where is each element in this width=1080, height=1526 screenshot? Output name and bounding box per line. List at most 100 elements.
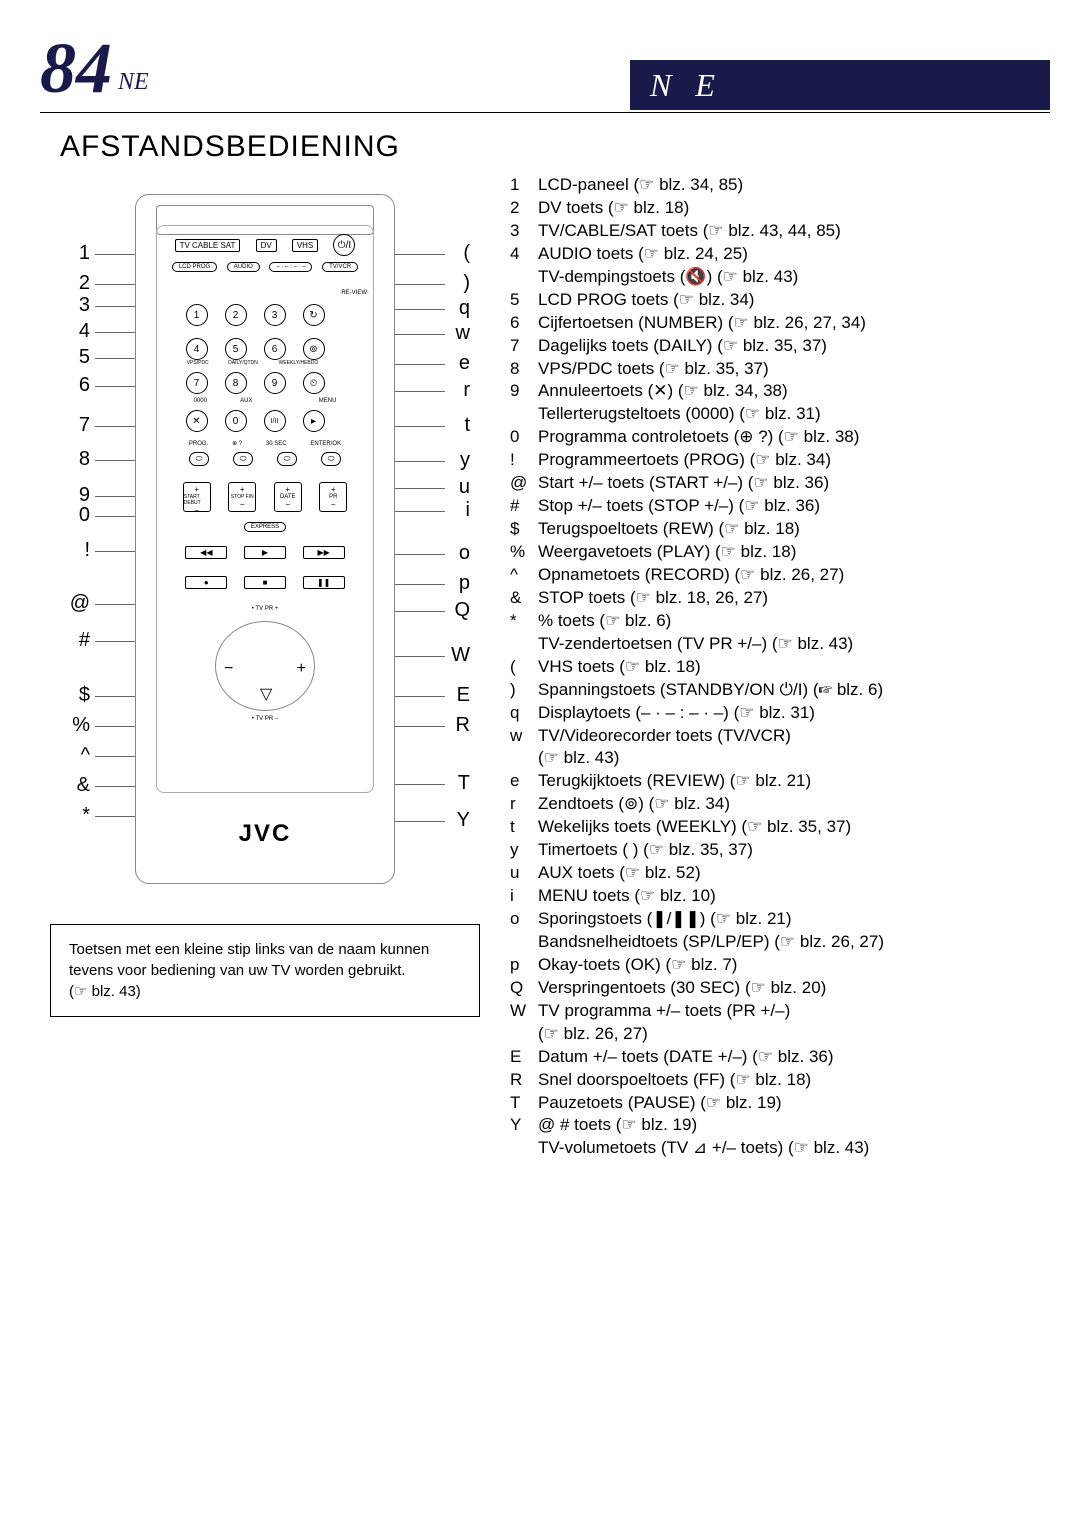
ref-key: 8 bbox=[510, 358, 538, 381]
menu-label: MENU bbox=[319, 398, 337, 404]
ref-item: 2DV toets (☞ blz. 18) bbox=[510, 197, 1050, 220]
callout-right: Q bbox=[454, 599, 470, 622]
ref-key: ( bbox=[510, 656, 538, 679]
ref-text: VPS/PDC toets (☞ blz. 35, 37) bbox=[538, 358, 769, 381]
ref-key: y bbox=[510, 839, 538, 862]
prog-button: ⬭ bbox=[189, 452, 210, 466]
ref-key: Q bbox=[510, 977, 538, 1000]
reference-column: 1LCD-paneel (☞ blz. 34, 85)2DV toets (☞ … bbox=[490, 174, 1050, 1160]
nav-down: ▽ bbox=[260, 684, 272, 704]
ref-text: Verspringentoets (30 SEC) (☞ blz. 20) bbox=[538, 977, 826, 1000]
pause-button: ❚❚ bbox=[303, 576, 345, 589]
ref-text: Terugspoeltoets (REW) (☞ blz. 18) bbox=[538, 518, 800, 541]
ref-key: i bbox=[510, 885, 538, 908]
ref-text: Programmeertoets (PROG) (☞ blz. 34) bbox=[538, 449, 831, 472]
note-line-1: Toetsen met een kleine stip links van de… bbox=[69, 939, 461, 960]
ref-item: !Programmeertoets (PROG) (☞ blz. 34) bbox=[510, 449, 1050, 472]
note-box: Toetsen met een kleine stip links van de… bbox=[50, 924, 480, 1017]
zoom-minus: − bbox=[224, 660, 233, 678]
header-band-text: N E bbox=[650, 67, 723, 104]
reference-list: 1LCD-paneel (☞ blz. 34, 85)2DV toets (☞ … bbox=[510, 174, 1050, 1160]
display-button: – · – : – · – bbox=[269, 262, 312, 272]
weekly-label: WEEKLY/HEBDO bbox=[279, 360, 319, 366]
ref-key: 1 bbox=[510, 174, 538, 197]
thirtysec-button: ⬭ bbox=[277, 452, 298, 466]
ref-item: ^Opnametoets (RECORD) (☞ blz. 26, 27) bbox=[510, 564, 1050, 587]
ref-key: 6 bbox=[510, 312, 538, 335]
send-button: ⊚ bbox=[303, 338, 325, 360]
ff-button: ▶▶ bbox=[303, 546, 345, 559]
ref-key: u bbox=[510, 862, 538, 885]
express-label: EXPRESS bbox=[244, 522, 286, 532]
dv-button: DV bbox=[256, 239, 277, 252]
prog-label: PROG. bbox=[189, 441, 208, 447]
ref-text: TV/Videorecorder toets (TV/VCR) bbox=[538, 725, 791, 748]
callout-right: u bbox=[459, 476, 470, 499]
callout-left: ^ bbox=[60, 744, 90, 767]
ref-text: Stop +/– toets (STOP +/–) (☞ blz. 36) bbox=[538, 495, 820, 518]
ref-key: ! bbox=[510, 449, 538, 472]
ref-subtext: (☞ blz. 43) bbox=[510, 747, 1050, 770]
tvpr-plus-label: • TV PR + bbox=[252, 606, 279, 612]
ref-subtext: TV-zendertoetsen (TV PR +/–) (☞ blz. 43) bbox=[510, 633, 1050, 656]
callout-left: * bbox=[60, 804, 90, 827]
ref-key: p bbox=[510, 954, 538, 977]
ref-item: 1LCD-paneel (☞ blz. 34, 85) bbox=[510, 174, 1050, 197]
ref-text: Weergavetoets (PLAY) (☞ blz. 18) bbox=[538, 541, 796, 564]
ref-text: AUX toets (☞ blz. 52) bbox=[538, 862, 701, 885]
ref-key: t bbox=[510, 816, 538, 839]
note-line-2: tevens voor bediening van uw TV worden g… bbox=[69, 960, 461, 981]
pr-rocker: +PR− bbox=[319, 482, 347, 512]
rew-button: ◀◀ bbox=[185, 546, 227, 559]
ref-key: o bbox=[510, 908, 538, 931]
ref-item: WTV programma +/– toets (PR +/–) bbox=[510, 1000, 1050, 1023]
ref-item: QVerspringentoets (30 SEC) (☞ blz. 20) bbox=[510, 977, 1050, 1000]
callout-left: ! bbox=[60, 539, 90, 562]
ref-item: pOkay-toets (OK) (☞ blz. 7) bbox=[510, 954, 1050, 977]
callout-right: Y bbox=[457, 809, 470, 832]
num-5: 5 bbox=[225, 338, 247, 360]
ref-item: $Terugspoeltoets (REW) (☞ blz. 18) bbox=[510, 518, 1050, 541]
play-button: ▶ bbox=[244, 546, 286, 559]
callout-right: q bbox=[459, 297, 470, 320]
ref-key: ^ bbox=[510, 564, 538, 587]
callout-left: # bbox=[60, 629, 90, 652]
ref-key: 9 bbox=[510, 380, 538, 403]
ref-item: RSnel doorspoeltoets (FF) (☞ blz. 18) bbox=[510, 1069, 1050, 1092]
ref-text: Sporingstoets (❚/❚❚) (☞ blz. 21) bbox=[538, 908, 792, 931]
ref-key: @ bbox=[510, 472, 538, 495]
ref-text: Wekelijks toets (WEEKLY) (☞ blz. 35, 37) bbox=[538, 816, 851, 839]
ref-text: Dagelijks toets (DAILY) (☞ blz. 35, 37) bbox=[538, 335, 827, 358]
ref-key: E bbox=[510, 1046, 538, 1069]
num-0: 0 bbox=[225, 410, 247, 432]
callout-right: R bbox=[456, 714, 470, 737]
ref-text: TV programma +/– toets (PR +/–) bbox=[538, 1000, 790, 1023]
ref-key: 2 bbox=[510, 197, 538, 220]
callout-right: o bbox=[459, 542, 470, 565]
num-9: 9 bbox=[264, 372, 286, 394]
tvpr-minus-label: • TV PR – bbox=[252, 716, 278, 722]
page-number: 84 bbox=[40, 27, 112, 110]
ref-subtext: TV-volumetoets (TV ⊿ +/– toets) (☞ blz. … bbox=[510, 1137, 1050, 1160]
ref-item: 3TV/CABLE/SAT toets (☞ blz. 43, 44, 85) bbox=[510, 220, 1050, 243]
callout-left: 8 bbox=[60, 448, 90, 471]
callout-left: & bbox=[60, 774, 90, 797]
ref-item: 8VPS/PDC toets (☞ blz. 35, 37) bbox=[510, 358, 1050, 381]
ref-item: tWekelijks toets (WEEKLY) (☞ blz. 35, 37… bbox=[510, 816, 1050, 839]
ref-item: *% toets (☞ blz. 6) bbox=[510, 610, 1050, 633]
ref-key: q bbox=[510, 702, 538, 725]
callout-left: 2 bbox=[60, 272, 90, 295]
label-0000: 0000 bbox=[194, 398, 207, 404]
ref-text: AUDIO toets (☞ blz. 24, 25) bbox=[538, 243, 748, 266]
callout-right: T bbox=[458, 772, 470, 795]
ref-item: EDatum +/– toets (DATE +/–) (☞ blz. 36) bbox=[510, 1046, 1050, 1069]
remote-diagram-column: 1234567890!@#$%^&*()qwertyuiopQWERTY TV … bbox=[40, 174, 490, 1160]
ref-item: 5LCD PROG toets (☞ blz. 34) bbox=[510, 289, 1050, 312]
review-label: ·RE-VIEW· bbox=[339, 290, 369, 296]
check-label: ⊕ ? bbox=[232, 440, 242, 447]
ref-key: $ bbox=[510, 518, 538, 541]
callout-left: % bbox=[60, 714, 90, 737]
ref-item: %Weergavetoets (PLAY) (☞ blz. 18) bbox=[510, 541, 1050, 564]
cancel-button: ✕ bbox=[186, 410, 208, 432]
num-2: 2 bbox=[225, 304, 247, 326]
